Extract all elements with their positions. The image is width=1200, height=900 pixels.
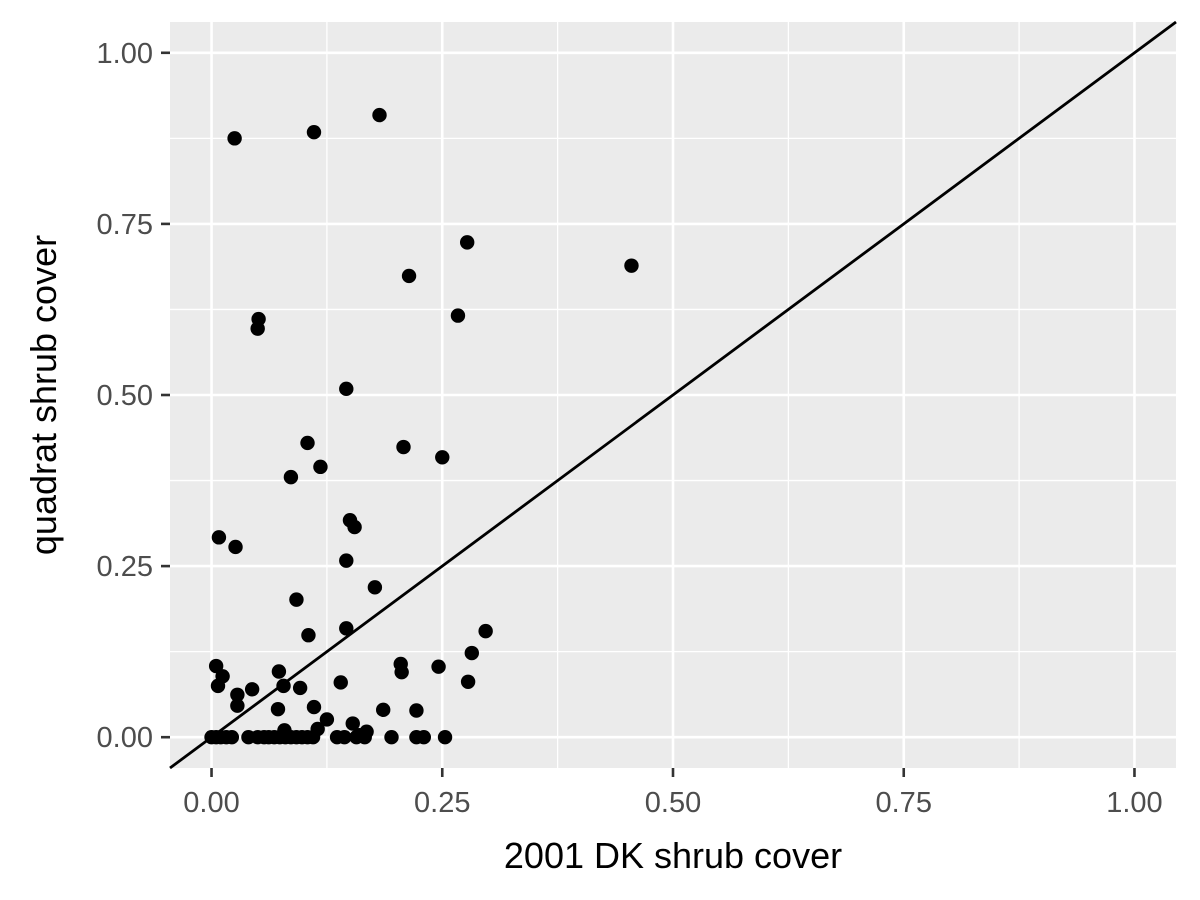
data-point-11 xyxy=(396,439,411,455)
y-axis: 0.00 0.25 0.50 0.75 1.00 xyxy=(97,38,170,754)
data-point-68 xyxy=(337,730,352,745)
data-point-36 xyxy=(292,680,308,696)
data-point-13 xyxy=(313,459,328,475)
data-point-40 xyxy=(306,699,322,715)
data-point-42 xyxy=(375,702,391,718)
data-point-22 xyxy=(339,621,354,636)
data-point-54 xyxy=(224,730,240,745)
reference-line-group xyxy=(169,20,1177,770)
y-tick-label-0: 0.00 xyxy=(97,722,153,754)
data-point-29 xyxy=(271,664,287,679)
data-point-38 xyxy=(230,687,245,702)
data-point-12 xyxy=(435,450,450,465)
data-point-10 xyxy=(300,435,315,451)
y-tick-label-4: 1.00 xyxy=(97,38,153,70)
y-tick-label-1: 0.25 xyxy=(97,551,153,583)
data-point-28 xyxy=(431,659,446,674)
x-tick-label-1: 0.25 xyxy=(414,787,470,819)
data-point-16 xyxy=(347,519,362,535)
x-axis-title: 2001 DK shrub cover xyxy=(504,835,842,876)
data-point-41 xyxy=(270,701,286,717)
reference-line xyxy=(169,20,1177,770)
data-point-27 xyxy=(208,658,224,674)
data-point-21 xyxy=(289,592,304,607)
data-point-34 xyxy=(210,678,226,694)
data-point-20 xyxy=(367,580,383,595)
data-point-71 xyxy=(384,730,399,745)
data-point-19 xyxy=(339,553,354,568)
data-points xyxy=(204,107,639,745)
data-point-45 xyxy=(345,716,360,731)
data-point-25 xyxy=(464,645,479,661)
data-point-73 xyxy=(416,730,432,745)
data-point-35 xyxy=(276,678,291,694)
data-point-32 xyxy=(460,674,476,689)
data-point-44 xyxy=(319,712,335,727)
x-tick-label-4: 1.00 xyxy=(1106,787,1162,819)
data-point-24 xyxy=(301,628,316,643)
y-tick-label-2: 0.50 xyxy=(97,380,153,412)
data-point-23 xyxy=(478,623,493,639)
data-point-30 xyxy=(394,664,409,680)
data-point-6 xyxy=(450,308,466,323)
x-axis: 0.00 0.25 0.50 0.75 1.00 xyxy=(183,768,1163,819)
data-point-33 xyxy=(333,675,348,690)
data-point-39 xyxy=(230,698,245,713)
data-point-9 xyxy=(339,381,354,397)
data-point-66 xyxy=(305,730,321,745)
x-tick-label-0: 0.00 xyxy=(183,787,239,819)
y-axis-title: quadrat shrub cover xyxy=(23,235,64,555)
data-point-3 xyxy=(459,235,475,250)
data-point-37 xyxy=(244,682,260,697)
x-tick-label-3: 0.75 xyxy=(876,787,932,819)
data-point-14 xyxy=(283,469,299,485)
data-point-8 xyxy=(250,321,265,336)
data-point-1 xyxy=(306,124,322,140)
y-tick-label-3: 0.75 xyxy=(97,209,153,241)
x-tick-label-2: 0.50 xyxy=(645,787,701,819)
data-point-70 xyxy=(357,730,372,745)
data-point-43 xyxy=(409,703,424,718)
data-point-5 xyxy=(401,268,417,284)
data-point-18 xyxy=(228,539,243,555)
data-point-17 xyxy=(211,530,227,545)
data-point-0 xyxy=(227,131,242,146)
data-point-74 xyxy=(437,730,453,745)
data-point-4 xyxy=(624,258,639,273)
data-point-2 xyxy=(372,107,387,123)
